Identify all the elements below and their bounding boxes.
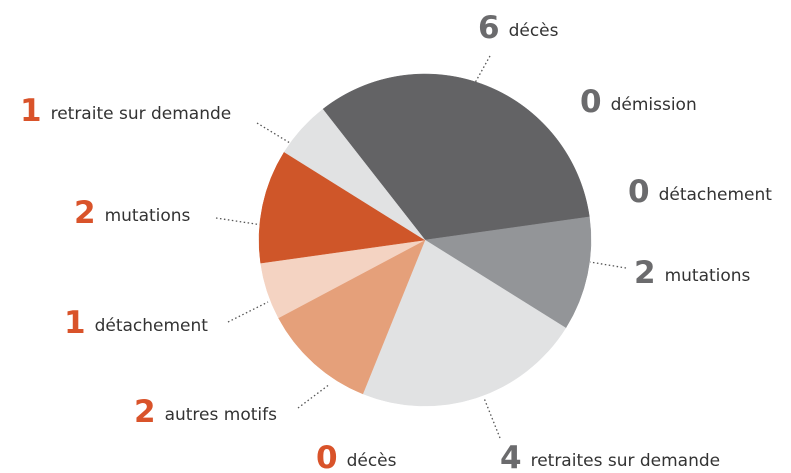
leader-line bbox=[215, 217, 263, 226]
value-label: 0 bbox=[628, 174, 650, 210]
leader-line bbox=[483, 397, 501, 439]
pie-slice bbox=[362, 239, 567, 407]
pie-slice bbox=[278, 239, 426, 395]
category-label: retraite sur demande bbox=[51, 104, 232, 124]
value-label: 1 bbox=[64, 305, 86, 341]
category-label: retraites sur demande bbox=[531, 451, 721, 471]
value-label: 2 bbox=[134, 394, 156, 430]
pie-slice bbox=[283, 108, 426, 241]
value-label: 0 bbox=[316, 440, 338, 473]
category-label: autres motifs bbox=[165, 405, 278, 425]
leader-line bbox=[256, 122, 291, 144]
category-label: détachement bbox=[95, 316, 209, 336]
pie-slice bbox=[322, 73, 590, 241]
category-label: détachement bbox=[659, 185, 773, 205]
value-label: 0 bbox=[580, 84, 602, 120]
pie-slice bbox=[258, 151, 426, 264]
category-label: décès bbox=[509, 21, 559, 41]
value-label: 2 bbox=[74, 195, 96, 231]
category-label: mutations bbox=[105, 206, 191, 226]
value-label: 1 bbox=[20, 93, 42, 129]
category-label: mutations bbox=[665, 266, 751, 286]
value-label: 4 bbox=[500, 440, 522, 473]
value-label: 6 bbox=[478, 10, 500, 46]
pie bbox=[258, 73, 592, 407]
value-label: 2 bbox=[634, 255, 656, 291]
leader-line bbox=[589, 261, 627, 269]
leader-line bbox=[297, 383, 331, 409]
category-label: décès bbox=[347, 451, 397, 471]
category-label: démission bbox=[611, 95, 697, 115]
pie-slice bbox=[424, 216, 592, 329]
leader-line bbox=[227, 301, 269, 323]
